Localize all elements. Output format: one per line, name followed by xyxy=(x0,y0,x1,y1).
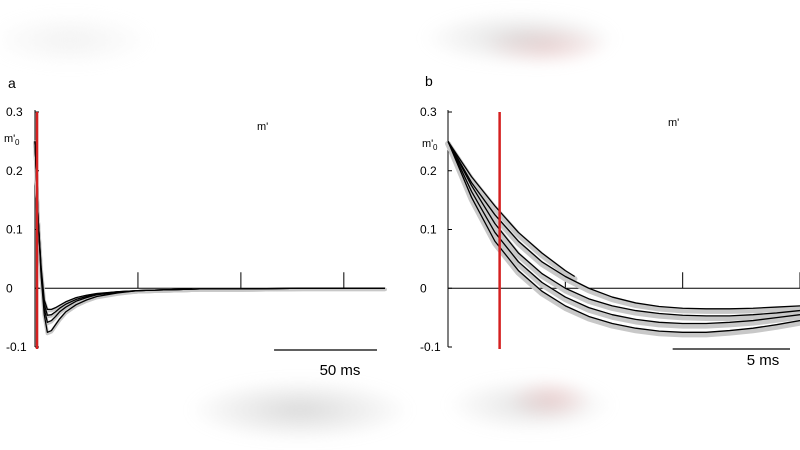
y-axis-label-subscript: 0 xyxy=(433,143,438,152)
curve-3 xyxy=(447,141,800,317)
scale-bar-label: 5 ms xyxy=(747,352,780,369)
series-label: m' xyxy=(668,117,679,129)
y-axis-label: m' xyxy=(4,133,15,145)
panel-a: a0.30.20.10-0.1m' 0m'50 ms xyxy=(4,75,387,379)
curve-band-1 xyxy=(33,140,387,336)
y-tick-label: -0.1 xyxy=(420,340,441,354)
y-tick-label: 0.1 xyxy=(420,223,437,237)
y-tick-label: 0.3 xyxy=(6,105,23,119)
y-tick-label: 0.2 xyxy=(6,164,23,178)
curve-4 xyxy=(447,141,800,325)
series-label: m' xyxy=(257,121,268,133)
y-axis-label: m' xyxy=(422,138,433,150)
curve-2 xyxy=(447,141,800,310)
curve-4 xyxy=(34,141,385,311)
curve-band-1 xyxy=(445,140,578,282)
y-tick-label: 0 xyxy=(420,281,427,295)
y-tick-label: 0 xyxy=(6,281,13,295)
y-tick-label: -0.1 xyxy=(6,340,27,354)
panel-label: b xyxy=(425,73,433,89)
curve-1 xyxy=(34,141,385,333)
y-tick-label: 0.3 xyxy=(420,105,437,119)
y-axis-label-subscript: 0 xyxy=(15,138,20,147)
panel-label: a xyxy=(8,75,16,91)
curve-1 xyxy=(447,141,576,278)
curve-band-5 xyxy=(445,140,800,338)
curve-band-2 xyxy=(445,140,800,314)
curve-5 xyxy=(447,141,800,333)
scale-bar-label: 50 ms xyxy=(320,362,361,379)
panel-b: b0.30.20.10-0.1m' 0m'5 ms xyxy=(420,73,800,369)
y-tick-label: 0.1 xyxy=(6,223,23,237)
curve-band-4 xyxy=(33,140,387,313)
curve-band-3 xyxy=(445,140,800,321)
curve-band-4 xyxy=(445,140,800,329)
y-tick-label: 0.2 xyxy=(420,164,437,178)
